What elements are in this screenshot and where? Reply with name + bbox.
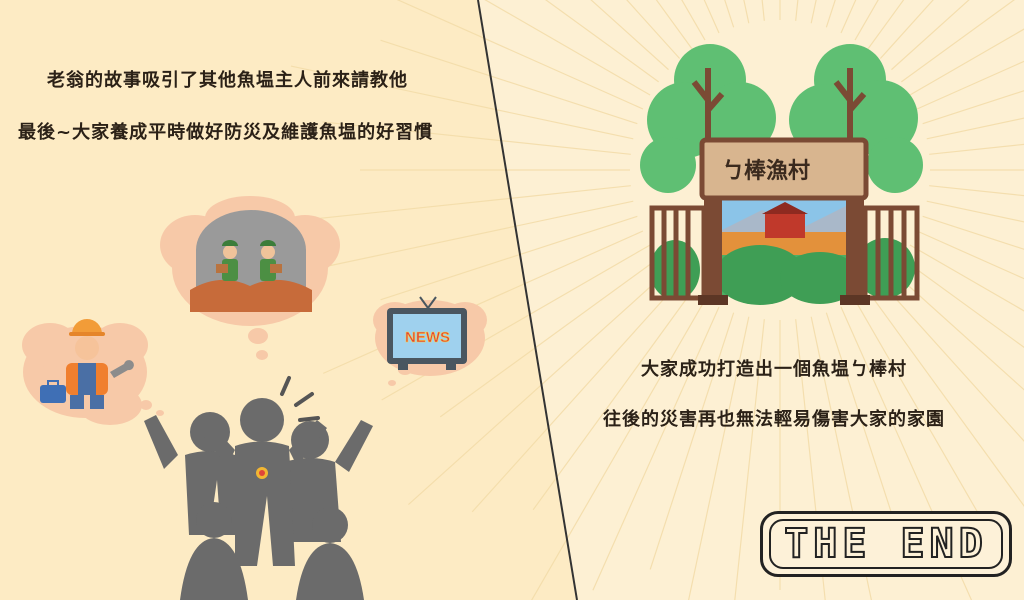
- sunburst-ray: [909, 28, 1024, 96]
- village-sign-text: ㄅ棒漁村: [722, 158, 810, 184]
- right-caption-line2: 往後的災害再也無法輕易傷害大家的家園: [603, 409, 945, 430]
- sunburst-ray: [396, 0, 644, 110]
- sunburst-ray: [922, 90, 1024, 125]
- the-end-badge: THE END: [760, 511, 1012, 577]
- sunburst-ray: [867, 0, 905, 50]
- sunburst-ray: [879, 0, 934, 59]
- sunburst-ray: [592, 306, 720, 591]
- sunburst-ray: [916, 230, 1024, 280]
- sunburst-ray: [439, 257, 660, 418]
- the-end-text: THE END: [783, 520, 988, 568]
- sunburst-ray: [655, 0, 693, 50]
- right-caption-line1: 大家成功打造出一個魚塭ㄅ棒村: [641, 359, 907, 380]
- sunburst-ray: [795, 319, 826, 600]
- left-illustration: NEWS: [22, 196, 487, 600]
- sunburst-ray: [544, 0, 660, 83]
- sunburst-ray: [408, 269, 669, 506]
- news-label: NEWS: [405, 329, 450, 346]
- sunburst-ray: [926, 200, 1024, 223]
- left-caption-line1: 老翁的故事吸引了其他魚塭主人前來請教他: [47, 70, 408, 91]
- sunburst-ray: [867, 290, 1024, 507]
- news-tv-icon: NEWS: [387, 296, 467, 370]
- sunburst-ray: [484, 0, 651, 96]
- sunburst-ray: [922, 215, 1024, 250]
- sunburst-ray: [282, 185, 631, 223]
- sunburst-ray: [891, 0, 970, 71]
- left-caption-line2: 最後~大家養成平時做好防災及維護魚塭的好習慣: [18, 122, 434, 143]
- sunburst-ray: [380, 215, 638, 301]
- sunburst-ray: [900, 257, 1024, 349]
- crowd-icon: [144, 398, 373, 600]
- sunburst-ray: [471, 281, 681, 513]
- sunburst-ray: [900, 0, 1016, 83]
- sunburst-ray: [734, 319, 765, 600]
- sunburst-ray: [590, 0, 669, 71]
- sunburst-ray: [687, 316, 750, 600]
- sunburst-ray: [909, 244, 1024, 312]
- medal-icon: [256, 467, 268, 479]
- sunburst-ray: [926, 117, 1024, 140]
- sunburst-ray: [380, 39, 638, 125]
- village-gate-icon: ㄅ棒漁村: [640, 44, 923, 305]
- sunburst-ray: [626, 0, 681, 59]
- sunburst-ray: [879, 281, 1024, 442]
- sunburst-ray: [649, 312, 735, 570]
- surprise-lines: [280, 376, 320, 422]
- sunburst-ray: [322, 230, 644, 374]
- sunburst-ray: [329, 200, 634, 267]
- sunburst-ray: [891, 269, 1024, 391]
- sunburst-ray: [290, 65, 634, 140]
- the-end-inner-border: [769, 519, 1003, 569]
- worker-icon: [40, 319, 134, 409]
- sunburst-ray: [929, 185, 1024, 197]
- sunburst-ray: [929, 143, 1024, 155]
- sunburst-ray: [916, 60, 1024, 110]
- soldiers-icon: [190, 210, 312, 312]
- sunburst-ray: [531, 299, 706, 600]
- sunburst-ray: [322, 121, 631, 155]
- sunburst-ray: [532, 290, 693, 511]
